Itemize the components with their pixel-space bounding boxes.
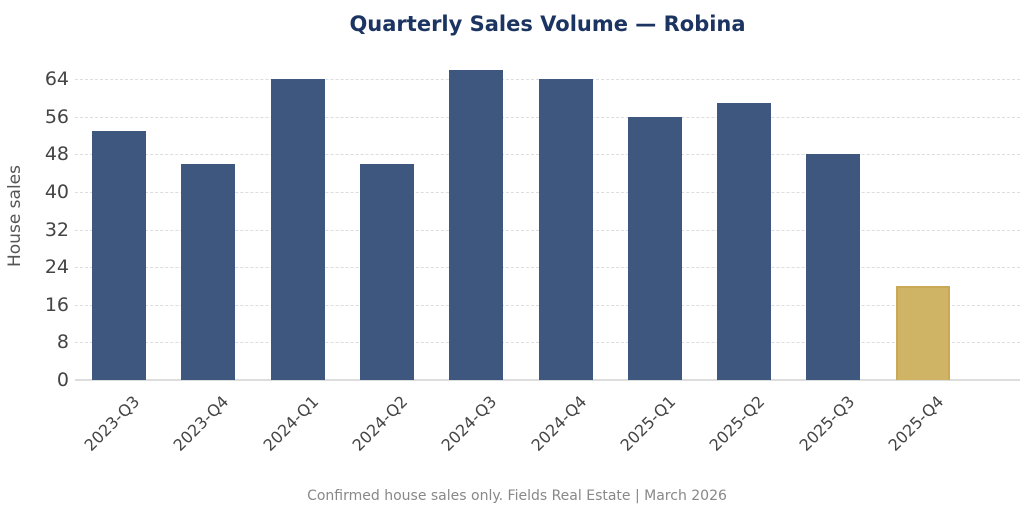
x-tick-label: 2024-Q1 [259, 392, 323, 455]
x-axis-line [75, 379, 1020, 381]
bar-2025-Q3 [806, 154, 861, 380]
y-tick-label: 8 [56, 331, 69, 354]
x-tick-label: 2025-Q3 [795, 392, 858, 455]
x-tick-label: 2023-Q3 [80, 392, 144, 455]
y-tick-label: 0 [56, 369, 69, 391]
y-tick-label: 40 [44, 180, 69, 203]
bar-2024-Q3 [449, 69, 504, 380]
y-tick-label: 32 [44, 218, 69, 241]
bar-2024-Q1 [270, 79, 325, 380]
x-tick-label: 2024-Q2 [348, 392, 412, 455]
x-tick-label: 2024-Q3 [437, 392, 501, 455]
y-tick-label: 56 [44, 105, 69, 128]
y-axis-label: House sales [5, 165, 25, 267]
bar-2024-Q4 [538, 79, 593, 380]
x-tick-label: 2025-Q2 [705, 392, 769, 455]
bar-2025-Q2 [717, 102, 772, 380]
y-tick-label: 64 [44, 68, 69, 90]
chart-title: Quarterly Sales Volume — Robina [349, 12, 746, 36]
footer-note: Confirmed house sales only. Fields Real … [307, 488, 727, 504]
x-tick-label: 2024-Q4 [527, 392, 590, 455]
bar-2025-Q1 [627, 116, 682, 380]
y-tick-label: 16 [44, 293, 69, 316]
y-tick-label: 48 [44, 143, 69, 166]
plot-area [75, 60, 1020, 381]
bar-2023-Q4 [181, 163, 236, 380]
bar-2025-Q4 [895, 285, 950, 380]
bar-2023-Q3 [92, 130, 146, 380]
x-tick-label: 2025-Q1 [616, 392, 680, 455]
x-tick-label: 2025-Q4 [884, 392, 948, 455]
y-tick-label: 24 [44, 256, 69, 279]
bar-2024-Q2 [359, 163, 414, 380]
x-tick-label: 2023-Q4 [169, 392, 233, 455]
